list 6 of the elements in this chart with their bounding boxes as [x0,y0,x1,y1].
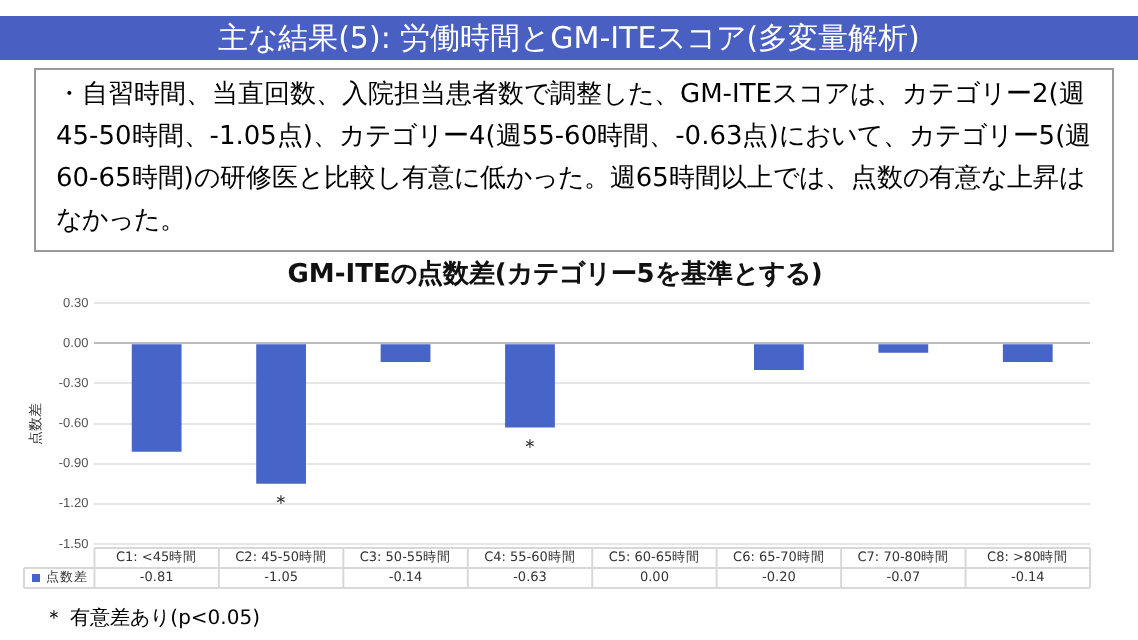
annotation: ＊ [519,436,540,459]
text: ・自習時間、当直回数、入院担当患者数で調整した、GM-ITEスコアは、カテゴリー2(週45-50時間、-1.05点)、カテゴリー4(週55-60時間、-0.63点)において、カテゴリー5(週60-65時間)の研修医と比較し有意に低かった。週65時間以上では、点数の有意な上昇はなかった。 [34,68,1114,252]
text: ＊ 有意差あり(p<0.05) [44,605,260,632]
chart-title: 主な結果(5): 労働時間とGM-ITEスコア(多変量解析) [0,16,1138,60]
chart-subtitle: GM-ITEの点数差(カテゴリー5を基準とする) [287,258,823,291]
annotation: ＊ [271,492,292,515]
